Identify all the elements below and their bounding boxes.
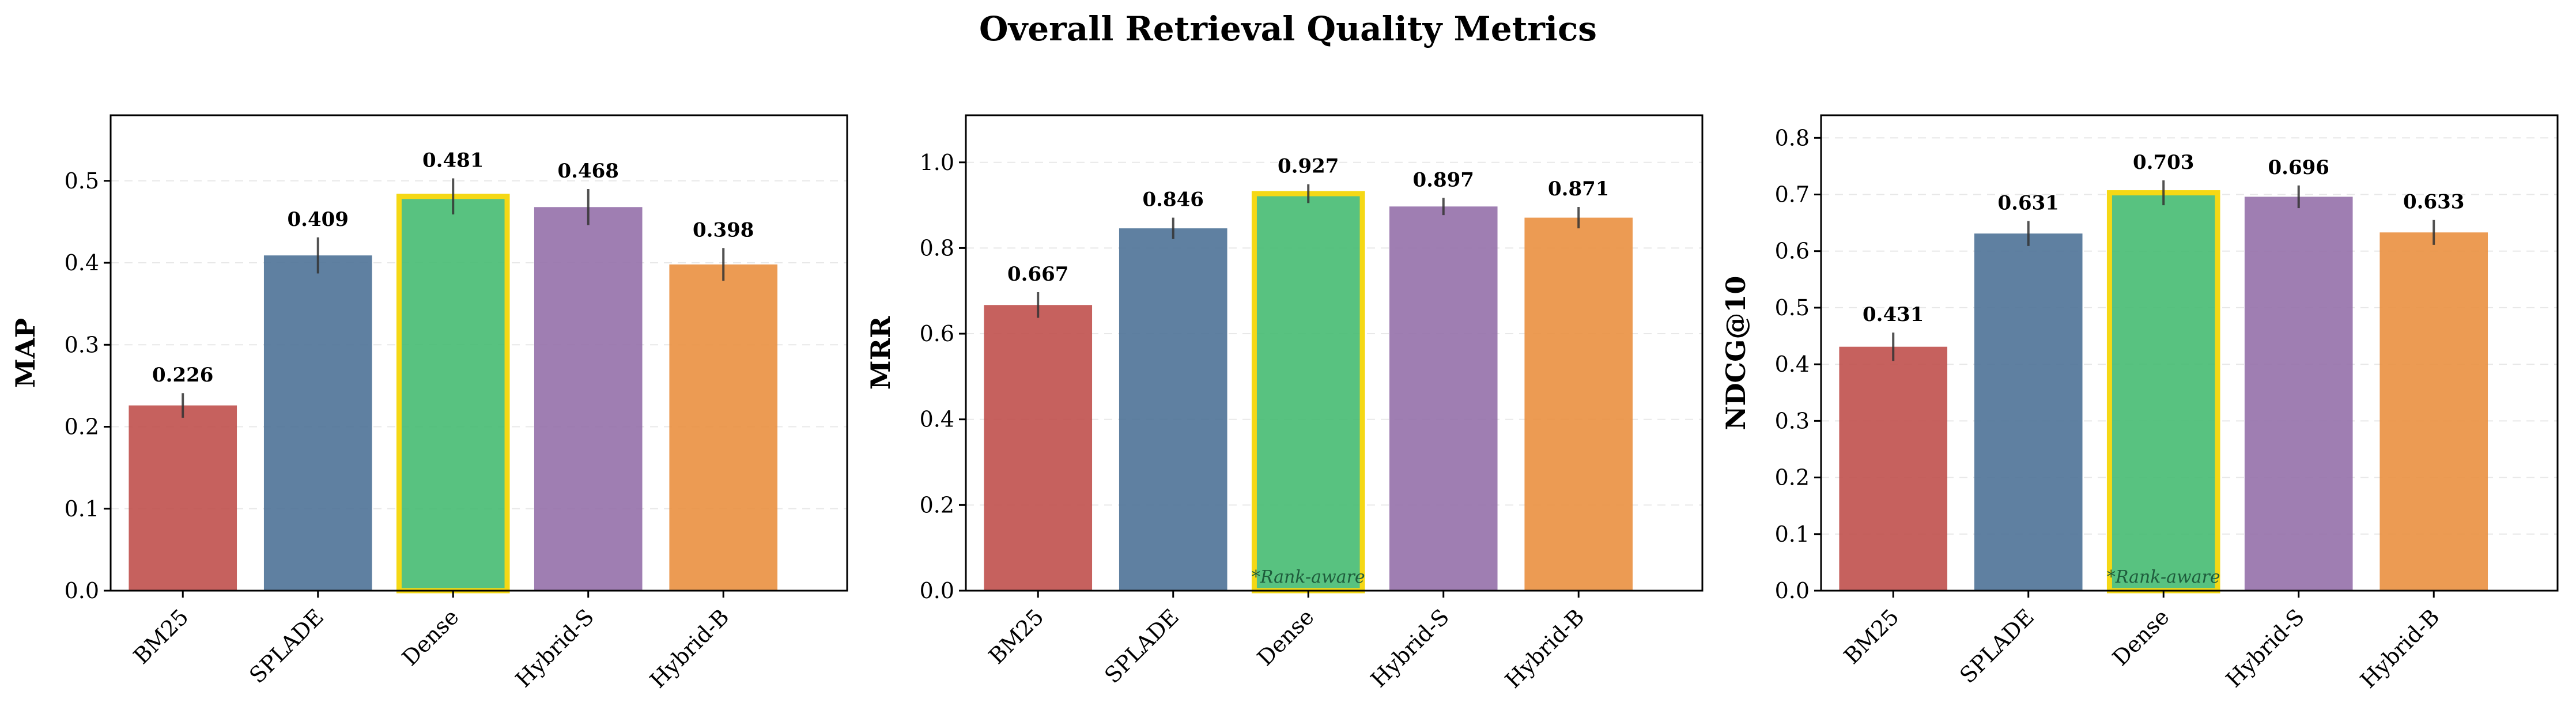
bar-hybrid-b [1524,217,1633,591]
chart-panel-ndcg-10: 0.0 0.1 0.2 0.3 0.4 0.5 0.6 0.7 0.8 NDCG@10 0.431 B… [1720,114,2559,693]
value-label-dense: 0.703 [2133,151,2194,174]
value-label-bm25: 0.226 [152,364,213,387]
y-tick-label: 0.0 [920,578,954,603]
chart-panels: 0.0 0.1 0.2 0.3 0.4 0.5 MAP 0.226 BM25 0.409 SPLAD… [10,114,2559,693]
x-tick-label-hybrid-s: Hybrid-S [1366,604,1454,692]
chart-panel-map: 0.0 0.1 0.2 0.3 0.4 0.5 MAP 0.226 BM25 0.409 SPLAD… [10,114,848,693]
bar-hybrid-s [1389,206,1498,591]
x-tick-label-hybrid-b: Hybrid-B [1500,604,1589,693]
bar-bm25 [1839,346,1948,591]
y-tick-label: 0.5 [1775,295,1810,320]
x-tick-label-hybrid-b: Hybrid-B [645,604,734,693]
x-tick-label-hybrid-b: Hybrid-B [2355,604,2444,693]
value-label-hybrid-s: 0.696 [2268,156,2329,179]
rank-aware-note: *Rank-aware [2107,567,2220,587]
value-label-splade: 0.631 [1998,192,2059,215]
y-axis-label: NDCG@10 [1720,276,1751,430]
plot-frame [965,114,1704,592]
x-tick-label-bm25: BM25 [984,604,1049,669]
bar-splade [1974,233,2083,591]
y-tick-label: 0.4 [1775,352,1810,377]
figure-title: Overall Retrieval Quality Metrics [979,9,1597,48]
chart-panel-mrr: 0.0 0.2 0.4 0.6 0.8 1.0 MRR 0.667 BM25 0.846 SPLAD… [865,114,1704,693]
bar-bm25 [129,405,237,591]
x-tick-label-hybrid-s: Hybrid-S [511,604,599,692]
y-tick-label: 0.6 [920,321,954,346]
x-tick-label-bm25: BM25 [129,604,194,669]
x-tick-label-splade: SPLADE [1955,604,2039,688]
y-tick-label: 0.1 [1775,522,1810,547]
bar-hybrid-s [2244,197,2353,591]
bar-dense [396,194,510,594]
y-tick-label: 0.5 [65,168,99,194]
value-label-bm25: 0.667 [1007,263,1068,286]
value-label-dense: 0.481 [422,149,484,172]
value-label-bm25: 0.431 [1863,303,1924,326]
y-tick-label: 1.0 [920,150,954,175]
value-label-splade: 0.409 [288,208,349,231]
y-tick-label: 0.3 [1775,408,1810,433]
y-tick-label: 0.3 [65,332,99,357]
y-tick-label: 0.0 [65,578,99,603]
x-tick-label-dense: Dense [397,604,464,671]
y-tick-label: 0.2 [920,492,954,517]
y-tick-label: 0.8 [1775,125,1810,150]
rank-aware-note: *Rank-aware [1252,567,1365,587]
value-label-hybrid-b: 0.633 [2403,191,2464,214]
y-tick-label: 0.2 [65,414,99,440]
y-axis-label: MRR [865,316,896,390]
x-tick-label-bm25: BM25 [1839,604,1904,669]
value-label-hybrid-s: 0.897 [1412,168,1474,191]
bar-hybrid-b [2379,232,2488,591]
bar-dense [1251,191,1365,594]
x-tick-label-dense: Dense [1252,604,1319,671]
value-label-hybrid-s: 0.468 [557,160,618,183]
bar-splade [1119,228,1227,591]
y-tick-label: 0.4 [65,250,99,275]
bar-bm25 [984,305,1093,591]
x-tick-label-hybrid-s: Hybrid-S [2221,604,2309,692]
y-tick-label: 0.4 [920,407,954,432]
value-label-dense: 0.927 [1278,155,1339,178]
y-tick-label: 0.8 [920,235,954,260]
y-tick-label: 0.1 [65,496,99,522]
plot-frame [109,114,848,592]
y-tick-label: 0.6 [1775,239,1810,264]
value-label-hybrid-b: 0.398 [693,218,754,241]
y-tick-label: 0.7 [1775,182,1810,207]
value-label-hybrid-b: 0.871 [1548,177,1609,201]
y-tick-label: 0.2 [1775,465,1810,490]
bar-dense [2106,190,2220,594]
x-tick-label-dense: Dense [2107,604,2174,671]
x-tick-label-splade: SPLADE [1100,604,1184,688]
bar-hybrid-s [534,207,643,591]
y-tick-label: 0.0 [1775,578,1810,603]
bar-splade [263,255,372,591]
y-axis-label: MAP [10,318,41,388]
bar-hybrid-b [669,264,778,591]
value-label-splade: 0.846 [1143,188,1204,211]
plot-frame [1820,114,2559,592]
x-tick-label-splade: SPLADE [244,604,328,688]
